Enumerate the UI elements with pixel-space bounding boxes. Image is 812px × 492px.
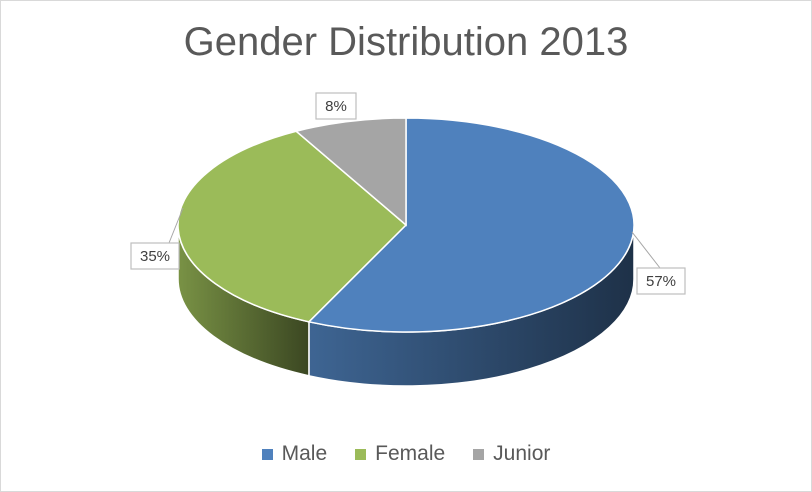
legend-swatch-male — [261, 448, 273, 460]
legend-swatch-female — [355, 448, 367, 460]
data-label-box-junior — [315, 92, 357, 120]
legend-item-junior: Junior — [473, 442, 550, 466]
data-label-box-male — [636, 267, 686, 295]
legend-item-female: Female — [355, 442, 445, 466]
legend-swatch-junior — [473, 448, 485, 460]
leader-line-male — [631, 231, 661, 269]
chart-title: Gender Distribution 2013 — [183, 20, 629, 64]
legend-label-junior: Junior — [493, 442, 551, 465]
pie-chart: 57% 35% 8% — [130, 92, 686, 387]
data-label-box-female — [130, 242, 180, 270]
data-label-junior: 8% — [325, 98, 347, 115]
pie-slice-junior — [294, 117, 407, 227]
data-label-male: 57% — [646, 273, 676, 290]
legend: Male Female Junior — [0, 442, 812, 466]
legend-item-male: Male — [261, 442, 328, 466]
data-label-female: 35% — [140, 248, 170, 265]
leader-line-female — [168, 207, 184, 244]
legend-label-female: Female — [375, 442, 446, 465]
legend-label-male: Male — [281, 442, 328, 465]
pie-slice-male — [307, 117, 635, 333]
pie-slice-female — [177, 130, 408, 323]
